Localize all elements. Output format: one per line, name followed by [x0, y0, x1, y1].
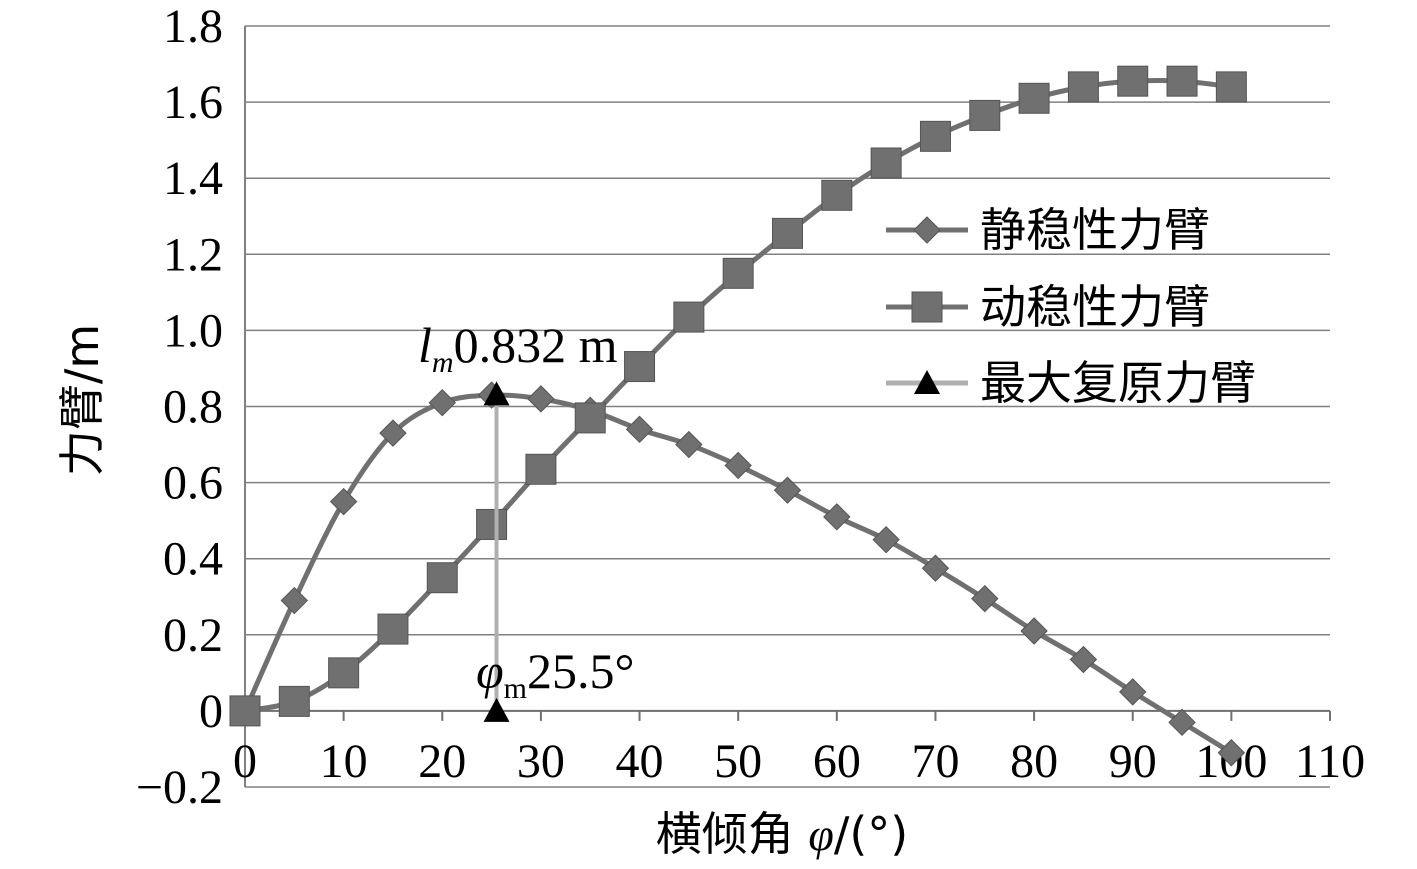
- data-point: [278, 685, 310, 717]
- legend-swatch-marker: [914, 370, 940, 394]
- data-point: [870, 147, 902, 179]
- data-point: [377, 613, 409, 645]
- y-tick-label: 0: [199, 685, 223, 738]
- series-layer: [229, 65, 1247, 767]
- data-point: [724, 451, 752, 480]
- data-point: [1215, 71, 1247, 103]
- legend-swatch-marker: [911, 291, 943, 323]
- data-point: [821, 179, 853, 211]
- data-point: [1168, 708, 1196, 737]
- x-tick-label: 90: [1109, 735, 1157, 788]
- y-tick-label: 0.8: [163, 381, 223, 434]
- y-tick-label: 0.6: [163, 457, 223, 510]
- x-tick-label: 30: [517, 735, 565, 788]
- y-tick-label: 1.2: [163, 228, 223, 281]
- data-point: [1166, 65, 1198, 97]
- max-angle-symbol: φ: [476, 643, 504, 699]
- max-angle-value: 25.5°: [527, 643, 635, 699]
- max-angle-annotation: φm25.5°: [476, 643, 635, 705]
- x-tick-label: 80: [1010, 735, 1058, 788]
- x-axis-title-main: 横倾角: [656, 807, 809, 861]
- legend-label: 静稳性力臂: [980, 203, 1210, 257]
- data-point: [624, 351, 656, 383]
- legend-label: 最大复原力臂: [980, 356, 1256, 410]
- max-arm-subscript: m: [432, 346, 454, 379]
- data-point: [476, 508, 508, 540]
- data-point: [525, 453, 557, 485]
- y-tick-labels: −0.2 0 0.2 0.4 0.6 0.8 1.0 1.2 1.4 1.6 1.8: [136, 0, 223, 814]
- series-square: [229, 65, 1247, 727]
- x-tick-label: 40: [616, 735, 664, 788]
- x-axis-title-unit: /(°): [834, 807, 908, 861]
- data-point: [483, 697, 510, 722]
- data-point: [328, 657, 360, 689]
- data-point: [574, 402, 606, 434]
- data-point: [329, 487, 358, 516]
- max-arm-annotation: lm0.832 m: [418, 317, 618, 379]
- x-axis-title: 横倾角 φ/(°): [656, 807, 908, 861]
- data-point: [625, 415, 654, 444]
- data-point: [1119, 678, 1147, 706]
- data-point: [971, 584, 999, 613]
- data-point: [919, 120, 951, 152]
- data-point: [527, 385, 555, 413]
- legend-swatch-marker: [913, 216, 941, 244]
- x-tick-label: 50: [714, 735, 762, 788]
- data-point: [1217, 739, 1246, 767]
- data-point: [483, 381, 510, 406]
- max-arm-value: 0.832 m: [454, 317, 618, 373]
- x-tick-labels: 0102030405060708090100110: [233, 735, 1365, 788]
- legend-item: 最大复原力臂: [886, 356, 1256, 410]
- x-tick-label: 60: [813, 735, 861, 788]
- data-point: [1018, 82, 1050, 114]
- series-line: [242, 392, 1233, 755]
- data-point: [1067, 71, 1099, 103]
- data-point: [426, 562, 458, 594]
- data-point: [722, 257, 754, 289]
- y-tick-label: 1.6: [163, 76, 223, 129]
- x-tick-label: 110: [1295, 735, 1365, 788]
- data-point: [773, 476, 802, 504]
- legend-item: 静稳性力臂: [886, 203, 1210, 257]
- y-tick-label: 0.4: [163, 533, 223, 586]
- series-diamond: [231, 381, 1246, 767]
- legend-item: 动稳性力臂: [886, 280, 1210, 334]
- data-point: [675, 430, 703, 459]
- x-tick-label: 70: [911, 735, 959, 788]
- x-tick-label: 0: [233, 735, 257, 788]
- x-axis-title-symbol: φ: [808, 809, 833, 860]
- y-tick-label: 1.8: [163, 0, 223, 53]
- legend-label: 动稳性力臂: [980, 280, 1210, 334]
- data-point: [280, 586, 309, 615]
- data-point: [1020, 617, 1048, 645]
- data-point: [772, 217, 803, 249]
- data-point: [969, 99, 1001, 131]
- data-point: [1069, 645, 1098, 674]
- data-point: [428, 388, 456, 417]
- data-point: [379, 419, 407, 447]
- y-tick-label: 1.0: [163, 304, 223, 357]
- y-tick-label: −0.2: [136, 761, 223, 814]
- x-tick-label: 10: [320, 735, 368, 788]
- data-point: [872, 525, 900, 554]
- y-axis-title: 力臂/m: [55, 324, 109, 476]
- series-triangle: [483, 381, 510, 722]
- data-point: [673, 301, 705, 333]
- data-point: [921, 554, 950, 582]
- max-arm-symbol: l: [418, 317, 432, 373]
- y-tick-label: 1.4: [163, 152, 223, 205]
- y-tick-label: 0.2: [163, 609, 223, 662]
- max-angle-subscript: m: [504, 672, 527, 705]
- data-point: [823, 503, 851, 531]
- data-point: [229, 695, 261, 727]
- x-tick-label: 20: [418, 735, 466, 788]
- data-point: [1117, 65, 1149, 97]
